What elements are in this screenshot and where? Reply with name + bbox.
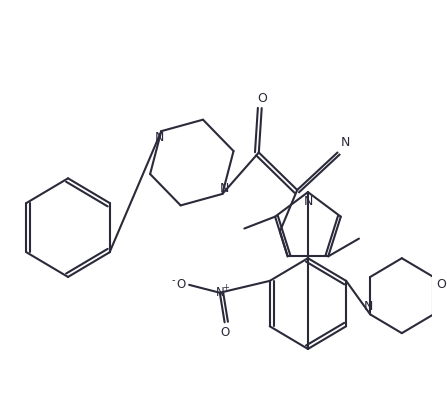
- Text: N: N: [219, 181, 229, 195]
- Text: -: -: [172, 275, 176, 285]
- Text: O: O: [436, 278, 446, 291]
- Text: O: O: [220, 326, 229, 339]
- Text: N: N: [215, 286, 224, 299]
- Text: O: O: [257, 92, 267, 105]
- Text: N: N: [364, 300, 373, 313]
- Text: N: N: [341, 136, 350, 149]
- Text: +: +: [222, 283, 229, 292]
- Text: O: O: [177, 278, 186, 291]
- Text: N: N: [155, 131, 164, 143]
- Text: N: N: [303, 195, 312, 208]
